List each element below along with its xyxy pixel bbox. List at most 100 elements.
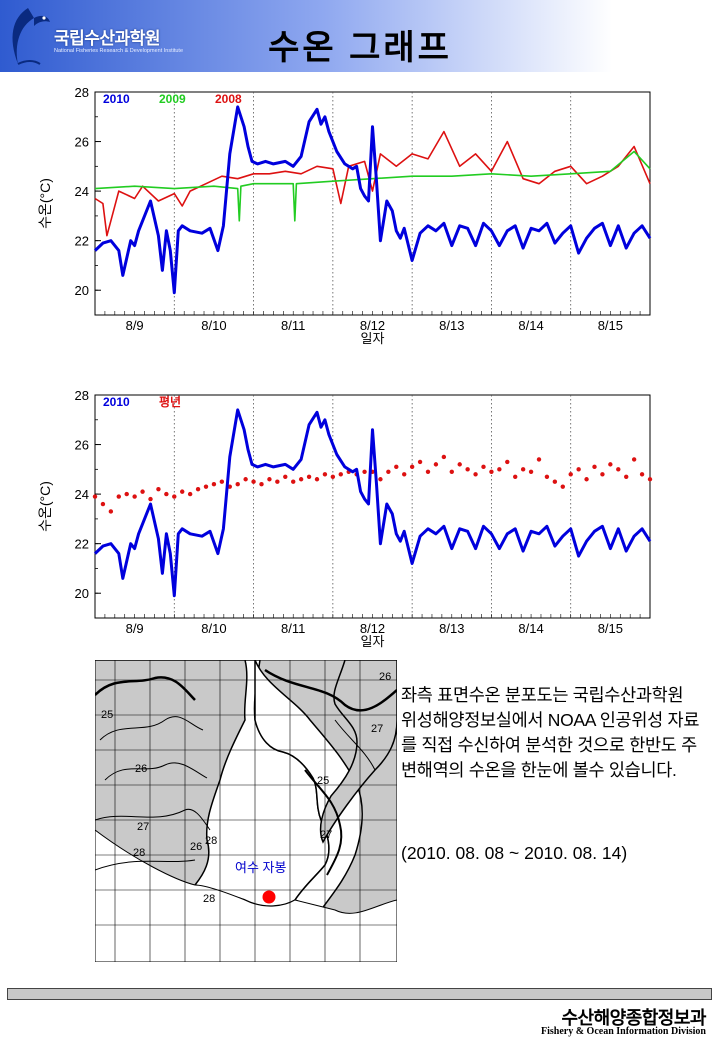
data-point-평년 bbox=[124, 491, 129, 497]
legend-entry: 평년 bbox=[159, 395, 181, 409]
x-tick-label: 8/15 bbox=[598, 621, 623, 636]
data-point-평년 bbox=[378, 477, 383, 482]
data-point-평년 bbox=[449, 469, 454, 475]
data-point-평년 bbox=[402, 472, 407, 477]
sst-chart-yearly: 20 22 24 26 28 8/9 8/10 8/11 8/12 8/13 8/14 8/15 일자 수… bbox=[37, 85, 652, 346]
data-point-평년 bbox=[180, 489, 185, 494]
data-point-평년 bbox=[291, 479, 296, 484]
data-point-평년 bbox=[624, 474, 629, 479]
sst-chart-normal: 20 22 24 26 28 8/9 8/10 8/11 8/12 8/13 8/14 8/15 일자 수… bbox=[37, 388, 653, 649]
data-point-평년 bbox=[647, 477, 653, 482]
east-sea-area bbox=[254, 660, 363, 911]
y-tick-label: 26 bbox=[75, 135, 89, 150]
data-point-평년 bbox=[473, 472, 478, 477]
isotherm-label: 27 bbox=[371, 723, 383, 735]
x-axis-label: 일자 bbox=[361, 634, 385, 649]
x-tick-label: 8/14 bbox=[518, 318, 543, 333]
data-point-평년 bbox=[520, 467, 526, 472]
isotherm-lines bbox=[95, 668, 397, 876]
data-point-평년 bbox=[148, 496, 153, 502]
legend-entry: 2008 bbox=[215, 92, 242, 106]
data-point-평년 bbox=[616, 467, 621, 472]
data-point-평년 bbox=[608, 462, 613, 467]
isotherm-label: 26 bbox=[190, 841, 202, 853]
data-point-평년 bbox=[425, 469, 431, 475]
data-point-평년 bbox=[235, 482, 240, 487]
data-point-평년 bbox=[433, 462, 439, 467]
data-point-평년 bbox=[362, 469, 367, 475]
y-tick-label: 28 bbox=[75, 388, 89, 403]
data-point-평년 bbox=[441, 454, 447, 460]
y-tick-label: 20 bbox=[75, 586, 89, 601]
data-point-평년 bbox=[536, 457, 542, 462]
org-name: 국립수산과학원 bbox=[54, 29, 160, 48]
x-tick-label: 8/9 bbox=[126, 318, 144, 333]
isotherm-label-group: 25 26 27 28 25 26 27 28 28 26 27 bbox=[101, 671, 391, 905]
legend-entry: 2010 bbox=[103, 92, 130, 106]
data-point-평년 bbox=[116, 494, 121, 499]
sst-distribution-map: 25 26 27 28 25 26 27 28 28 26 27 여수 자봉 bbox=[95, 660, 397, 962]
station-label: 여수 자봉 bbox=[235, 860, 286, 875]
series-line-2010 bbox=[93, 408, 652, 598]
data-point-평년 bbox=[108, 509, 114, 514]
data-point-평년 bbox=[100, 501, 106, 507]
isotherm-label: 25 bbox=[101, 709, 113, 721]
isotherm-label: 26 bbox=[379, 671, 391, 683]
map-description: 좌측 표면수온 분포도는 국립수산과학원 위성해양정보실에서 NOAA 인공위성… bbox=[401, 683, 701, 783]
data-point-평년 bbox=[576, 467, 581, 472]
data-point-평년 bbox=[267, 477, 272, 482]
data-point-평년 bbox=[560, 484, 565, 489]
isotherm-label: 25 bbox=[317, 775, 329, 787]
data-point-평년 bbox=[156, 486, 161, 492]
x-tick-label: 8/10 bbox=[201, 318, 226, 333]
data-point-평년 bbox=[132, 494, 137, 499]
org-logo: 국립수산과학원 National Fisheries Research & De… bbox=[4, 4, 184, 68]
x-tick-label: 8/10 bbox=[201, 621, 226, 636]
description-text: 좌측 표면수온 분포도는 국립수산과학원 위성해양정보실에서 NOAA 인공위성… bbox=[401, 685, 700, 780]
data-point-평년 bbox=[528, 469, 534, 475]
x-tick-label: 8/13 bbox=[439, 318, 464, 333]
data-point-평년 bbox=[92, 494, 98, 499]
data-point-평년 bbox=[394, 464, 399, 470]
y-axis-label: 수온(°C) bbox=[37, 178, 53, 229]
y-axis-label: 수온(°C) bbox=[37, 481, 53, 532]
data-point-평년 bbox=[386, 469, 391, 475]
data-point-평년 bbox=[505, 459, 510, 465]
data-point-평년 bbox=[306, 474, 312, 479]
data-point-평년 bbox=[489, 469, 494, 475]
page-title: 수온 그래프 bbox=[268, 29, 452, 67]
x-tick-label: 8/12 bbox=[360, 621, 385, 636]
isotherm-label: 28 bbox=[133, 847, 145, 859]
data-point-평년 bbox=[187, 491, 193, 497]
station-marker bbox=[262, 890, 276, 904]
data-point-평년 bbox=[631, 457, 637, 462]
data-point-평년 bbox=[275, 479, 280, 484]
data-point-평년 bbox=[322, 472, 328, 477]
data-point-평년 bbox=[639, 472, 645, 477]
data-point-평년 bbox=[172, 494, 177, 499]
x-tick-label: 8/15 bbox=[598, 318, 623, 333]
y-tick-label: 28 bbox=[75, 85, 89, 100]
observation-period: (2010. 08. 08 ~ 2010. 08. 14) bbox=[401, 843, 628, 863]
data-point-평년 bbox=[219, 479, 225, 484]
data-point-평년 bbox=[251, 479, 256, 484]
footer-bar bbox=[7, 988, 712, 1000]
data-point-평년 bbox=[584, 477, 589, 482]
data-point-평년 bbox=[164, 491, 169, 497]
data-point-평년 bbox=[203, 484, 209, 489]
x-tick-label: 8/12 bbox=[360, 318, 385, 333]
data-point-평년 bbox=[465, 467, 470, 472]
isotherm-label: 28 bbox=[205, 835, 217, 847]
data-point-평년 bbox=[298, 477, 304, 482]
data-point-평년 bbox=[544, 474, 550, 479]
y-tick-label: 20 bbox=[75, 283, 89, 298]
y-tick-label: 24 bbox=[75, 184, 89, 199]
isotherm-label: 28 bbox=[203, 893, 215, 905]
x-tick-label: 8/14 bbox=[518, 621, 543, 636]
series-line-2010 bbox=[93, 105, 652, 295]
x-tick-label: 8/13 bbox=[439, 621, 464, 636]
data-point-평년 bbox=[409, 464, 415, 470]
fish-logo-icon bbox=[12, 8, 50, 65]
header-band bbox=[0, 0, 720, 72]
data-point-평년 bbox=[481, 464, 486, 470]
